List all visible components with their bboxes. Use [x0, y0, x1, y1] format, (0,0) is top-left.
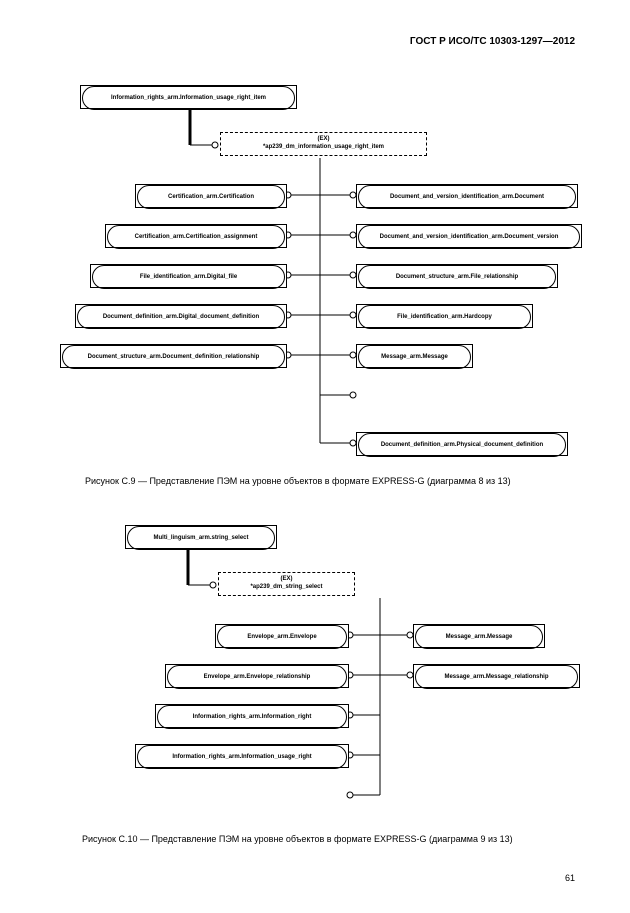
d2-left-0: Envelope_arm.Envelope	[215, 624, 349, 648]
d1-left-3: Document_definition_arm.Digital_document…	[75, 304, 287, 328]
d1-right-5: Document_definition_arm.Physical_documen…	[356, 432, 568, 456]
d1-ex-box: (EX) *ap239_dm_information_usage_right_i…	[220, 132, 427, 156]
d1-right-1: Document_and_version_identification_arm.…	[356, 224, 582, 248]
page-number: 61	[565, 873, 575, 883]
d2-left-2: Information_rights_arm.Information_right	[155, 704, 349, 728]
d2-ex-box: (EX) *ap239_dm_string_select	[218, 572, 355, 596]
d1-left-0: Certification_arm.Certification	[135, 184, 287, 208]
d2-top-box: Multi_linguism_arm.string_select	[125, 525, 277, 549]
d2-left-1: Envelope_arm.Envelope_relationship	[165, 664, 349, 688]
d2-right-0: Message_arm.Message	[413, 624, 545, 648]
d2-right-1: Message_arm.Message_relationship	[413, 664, 580, 688]
d2-ex-text: *ap239_dm_string_select	[250, 584, 322, 590]
d1-ex-label: (EX)	[318, 136, 330, 142]
d1-right-0: Document_and_version_identification_arm.…	[356, 184, 578, 208]
d2-ex-label: (EX)	[281, 576, 293, 582]
d1-ex-text: *ap239_dm_information_usage_right_item	[263, 144, 384, 150]
diagram-c10: Multi_linguism_arm.string_select (EX) *a…	[60, 520, 580, 830]
d2-left-3: Information_rights_arm.Information_usage…	[135, 744, 349, 768]
d1-top-box: Information_rights_arm.Information_usage…	[80, 85, 297, 109]
d1-left-2: File_identification_arm.Digital_file	[90, 264, 287, 288]
d1-left-4: Document_structure_arm.Document_definiti…	[60, 344, 287, 368]
caption-c10: Рисунок C.10 — Представление ПЭМ на уров…	[82, 834, 513, 844]
d1-right-2: Document_structure_arm.File_relationship	[356, 264, 558, 288]
d1-left-1: Certification_arm.Certification_assignme…	[105, 224, 287, 248]
d1-right-3: File_identification_arm.Hardcopy	[356, 304, 533, 328]
d1-top-label: Information_rights_arm.Information_usage…	[108, 95, 269, 102]
diagram-c9: Information_rights_arm.Information_usage…	[60, 80, 580, 470]
caption-c9: Рисунок C.9 — Представление ПЭМ на уровн…	[85, 476, 511, 486]
document-header: ГОСТ Р ИСО/ТС 10303-1297—2012	[410, 36, 575, 47]
d1-right-4: Message_arm.Message	[356, 344, 473, 368]
